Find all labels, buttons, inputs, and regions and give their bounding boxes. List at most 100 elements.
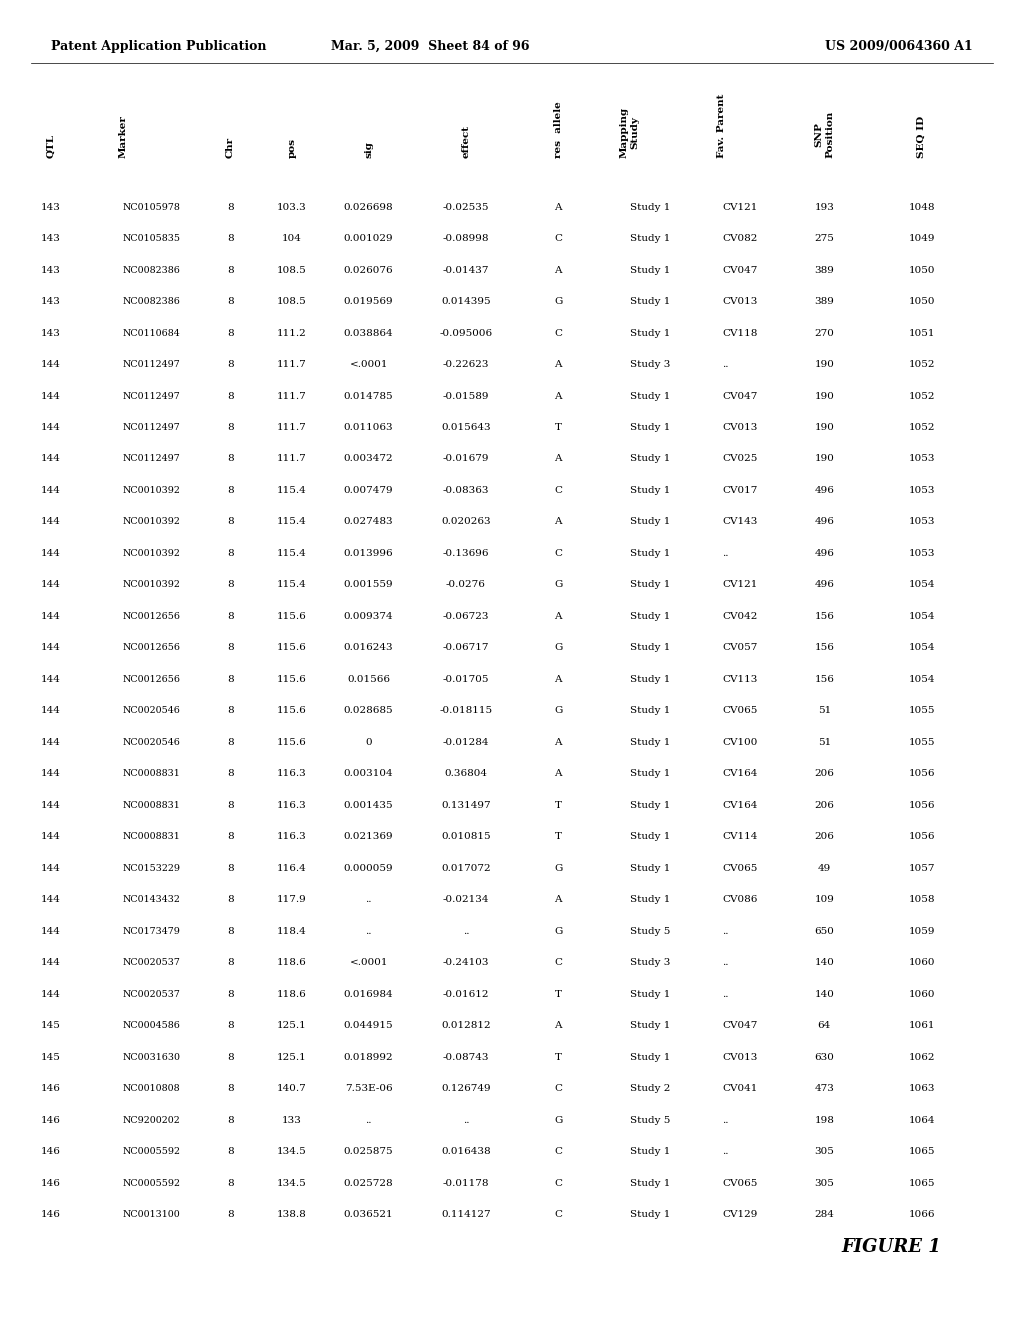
Text: 496: 496 bbox=[814, 517, 835, 527]
Text: 118.6: 118.6 bbox=[276, 990, 307, 999]
Text: 0.018992: 0.018992 bbox=[344, 1052, 393, 1061]
Text: 111.7: 111.7 bbox=[276, 454, 307, 463]
Text: 1054: 1054 bbox=[908, 675, 935, 684]
Text: 144: 144 bbox=[41, 832, 61, 841]
Text: 144: 144 bbox=[41, 360, 61, 370]
Text: 143: 143 bbox=[41, 297, 61, 306]
Text: 144: 144 bbox=[41, 927, 61, 936]
Text: 104: 104 bbox=[282, 234, 302, 243]
Text: C: C bbox=[554, 486, 562, 495]
Text: 8: 8 bbox=[227, 265, 233, 275]
Text: CV013: CV013 bbox=[722, 1052, 758, 1061]
Text: A: A bbox=[554, 265, 562, 275]
Text: -0.06717: -0.06717 bbox=[442, 643, 489, 652]
Text: ..: .. bbox=[722, 927, 728, 936]
Text: 1060: 1060 bbox=[908, 958, 935, 968]
Text: NC0143432: NC0143432 bbox=[123, 895, 181, 904]
Text: 111.2: 111.2 bbox=[276, 329, 307, 338]
Text: 1056: 1056 bbox=[908, 832, 935, 841]
Text: NC0008831: NC0008831 bbox=[123, 801, 180, 809]
Text: 0.038864: 0.038864 bbox=[344, 329, 393, 338]
Text: 111.7: 111.7 bbox=[276, 360, 307, 370]
Text: 0.017072: 0.017072 bbox=[441, 863, 490, 873]
Text: Mar. 5, 2009  Sheet 84 of 96: Mar. 5, 2009 Sheet 84 of 96 bbox=[331, 40, 529, 53]
Text: 115.6: 115.6 bbox=[276, 675, 307, 684]
Text: 1063: 1063 bbox=[908, 1084, 935, 1093]
Text: Study 5: Study 5 bbox=[630, 927, 670, 936]
Text: 1052: 1052 bbox=[908, 392, 935, 400]
Text: NC0012656: NC0012656 bbox=[123, 643, 181, 652]
Text: CV114: CV114 bbox=[722, 832, 758, 841]
Text: A: A bbox=[554, 203, 562, 211]
Text: 109: 109 bbox=[814, 895, 835, 904]
Text: Study 1: Study 1 bbox=[630, 675, 670, 684]
Text: 8: 8 bbox=[227, 738, 233, 747]
Text: 1052: 1052 bbox=[908, 422, 935, 432]
Text: 0.013996: 0.013996 bbox=[344, 549, 393, 558]
Text: FIGURE 1: FIGURE 1 bbox=[841, 1238, 941, 1257]
Text: CV013: CV013 bbox=[722, 297, 758, 306]
Text: 305: 305 bbox=[814, 1179, 835, 1188]
Text: CV113: CV113 bbox=[722, 675, 758, 684]
Text: 1055: 1055 bbox=[908, 738, 935, 747]
Text: 144: 144 bbox=[41, 422, 61, 432]
Text: -0.01437: -0.01437 bbox=[442, 265, 489, 275]
Text: CV164: CV164 bbox=[722, 801, 758, 809]
Text: Study 1: Study 1 bbox=[630, 392, 670, 400]
Text: A: A bbox=[554, 1022, 562, 1030]
Text: NC0031630: NC0031630 bbox=[123, 1052, 181, 1061]
Text: NC0105835: NC0105835 bbox=[123, 234, 181, 243]
Text: 133: 133 bbox=[282, 1115, 302, 1125]
Text: Study 3: Study 3 bbox=[630, 958, 670, 968]
Text: Study 1: Study 1 bbox=[630, 1052, 670, 1061]
Text: G: G bbox=[554, 1115, 562, 1125]
Text: NC0012656: NC0012656 bbox=[123, 612, 181, 620]
Text: 144: 144 bbox=[41, 863, 61, 873]
Text: 156: 156 bbox=[814, 643, 835, 652]
Text: 8: 8 bbox=[227, 675, 233, 684]
Text: 144: 144 bbox=[41, 895, 61, 904]
Text: 115.4: 115.4 bbox=[276, 486, 307, 495]
Text: 140: 140 bbox=[814, 958, 835, 968]
Text: 0.01566: 0.01566 bbox=[347, 675, 390, 684]
Text: 138.8: 138.8 bbox=[276, 1210, 307, 1218]
Text: 0.001029: 0.001029 bbox=[344, 234, 393, 243]
Text: NC0010392: NC0010392 bbox=[123, 549, 181, 558]
Text: 8: 8 bbox=[227, 832, 233, 841]
Text: ..: .. bbox=[722, 360, 728, 370]
Text: 0.036521: 0.036521 bbox=[344, 1210, 393, 1218]
Text: NC0010392: NC0010392 bbox=[123, 581, 181, 590]
Text: 1064: 1064 bbox=[908, 1115, 935, 1125]
Text: 1049: 1049 bbox=[908, 234, 935, 243]
Text: 284: 284 bbox=[814, 1210, 835, 1218]
Text: 49: 49 bbox=[818, 863, 830, 873]
Text: 0.016438: 0.016438 bbox=[441, 1147, 490, 1156]
Text: CV017: CV017 bbox=[722, 486, 758, 495]
Text: sig: sig bbox=[365, 141, 373, 158]
Text: ..: .. bbox=[722, 990, 728, 999]
Text: 8: 8 bbox=[227, 1115, 233, 1125]
Text: NC0005592: NC0005592 bbox=[123, 1179, 181, 1188]
Text: NC0013100: NC0013100 bbox=[123, 1210, 180, 1218]
Text: Study 1: Study 1 bbox=[630, 549, 670, 558]
Text: C: C bbox=[554, 1210, 562, 1218]
Text: C: C bbox=[554, 958, 562, 968]
Text: CV057: CV057 bbox=[722, 643, 758, 652]
Text: C: C bbox=[554, 234, 562, 243]
Text: 8: 8 bbox=[227, 392, 233, 400]
Text: 145: 145 bbox=[41, 1052, 61, 1061]
Text: 144: 144 bbox=[41, 517, 61, 527]
Text: 134.5: 134.5 bbox=[276, 1179, 307, 1188]
Text: Patent Application Publication: Patent Application Publication bbox=[51, 40, 266, 53]
Text: 8: 8 bbox=[227, 203, 233, 211]
Text: ..: .. bbox=[722, 549, 728, 558]
Text: Study 1: Study 1 bbox=[630, 706, 670, 715]
Text: 650: 650 bbox=[814, 927, 835, 936]
Text: 144: 144 bbox=[41, 801, 61, 809]
Text: 8: 8 bbox=[227, 360, 233, 370]
Text: 270: 270 bbox=[814, 329, 835, 338]
Text: 156: 156 bbox=[814, 675, 835, 684]
Text: 145: 145 bbox=[41, 1022, 61, 1030]
Text: 125.1: 125.1 bbox=[276, 1052, 307, 1061]
Text: US 2009/0064360 A1: US 2009/0064360 A1 bbox=[825, 40, 973, 53]
